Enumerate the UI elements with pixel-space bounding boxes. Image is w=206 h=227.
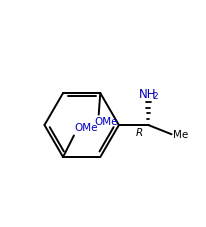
Text: Me: Me [172, 130, 187, 140]
Text: OMe: OMe [94, 117, 117, 127]
Text: NH: NH [138, 88, 156, 101]
Text: OMe: OMe [74, 123, 97, 133]
Text: R: R [135, 128, 143, 138]
Text: 2: 2 [151, 92, 157, 101]
